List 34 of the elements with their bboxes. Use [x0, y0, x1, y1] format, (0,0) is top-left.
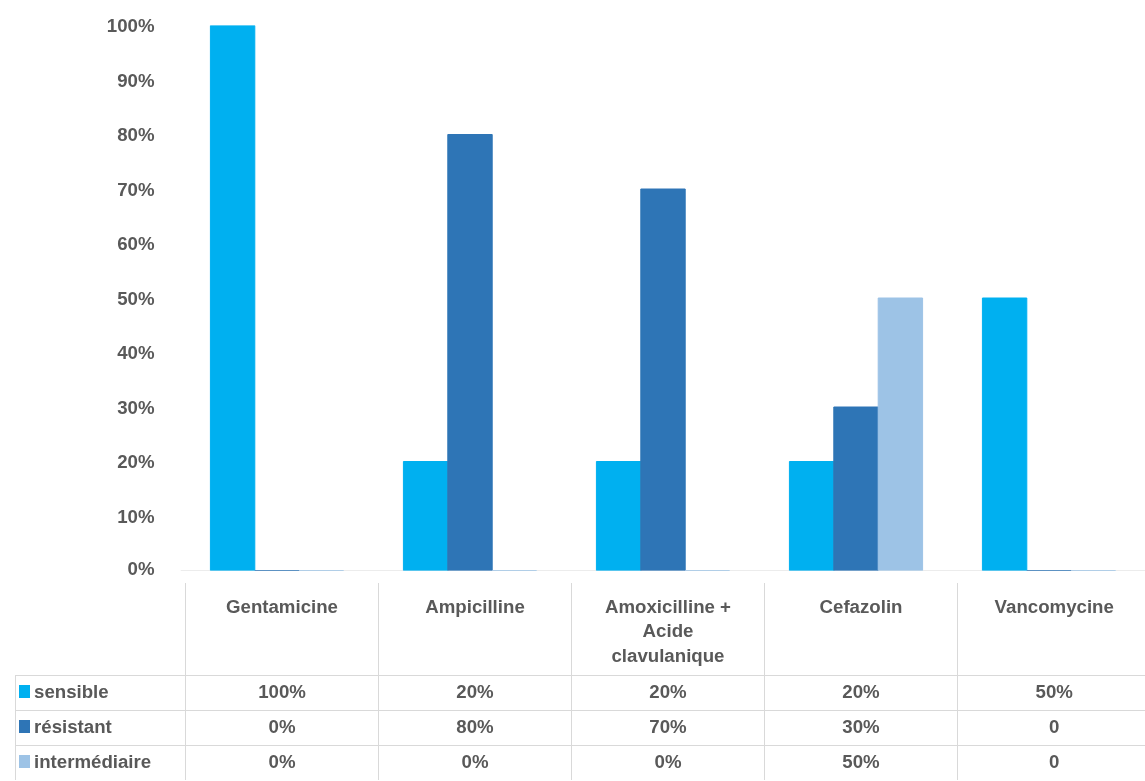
- x-tick-label: Vancomycine: [957, 583, 1145, 675]
- x-tick-label: Gentamicine: [185, 583, 379, 675]
- y-tick-label: 90%: [117, 69, 155, 91]
- y-tick-label: 50%: [117, 287, 155, 309]
- data-label: 50%: [957, 675, 1145, 710]
- data-label: 0%: [378, 745, 572, 780]
- y-tick-label: 10%: [117, 505, 155, 527]
- data-label: 20%: [378, 675, 572, 710]
- y-tick-label: 70%: [117, 178, 155, 200]
- data-label: 100%: [185, 675, 379, 710]
- x-tick-label: Cefazolin: [764, 583, 958, 675]
- y-tick-label: 80%: [117, 124, 155, 145]
- data-label: 50%: [764, 745, 958, 780]
- data-label: 0%: [185, 745, 379, 780]
- data-label: 0%: [185, 710, 379, 745]
- x-tick-label: Ampicilline: [378, 583, 572, 675]
- y-tick-label: 60%: [117, 233, 155, 254]
- data-label: 80%: [378, 710, 572, 745]
- data-label: 20%: [764, 675, 958, 710]
- y-tick-label: 30%: [117, 396, 155, 418]
- x-tick-label: Amoxicilline + Acide clavulanique: [571, 583, 765, 675]
- legend-label: résistant: [15, 710, 186, 745]
- y-tick-label: 100%: [106, 15, 155, 36]
- data-label: 0: [957, 745, 1145, 780]
- legend-label: sensible: [15, 675, 186, 710]
- y-tick-label: 20%: [117, 451, 155, 472]
- y-tick-label: 0%: [127, 557, 155, 579]
- data-label: 0%: [571, 745, 765, 780]
- data-label: 30%: [764, 710, 958, 745]
- data-label: 70%: [571, 710, 765, 745]
- y-tick-label: 40%: [117, 342, 155, 363]
- data-label: 20%: [571, 675, 765, 710]
- data-label: 0: [957, 710, 1145, 745]
- legend-label: intermédiaire: [15, 745, 186, 780]
